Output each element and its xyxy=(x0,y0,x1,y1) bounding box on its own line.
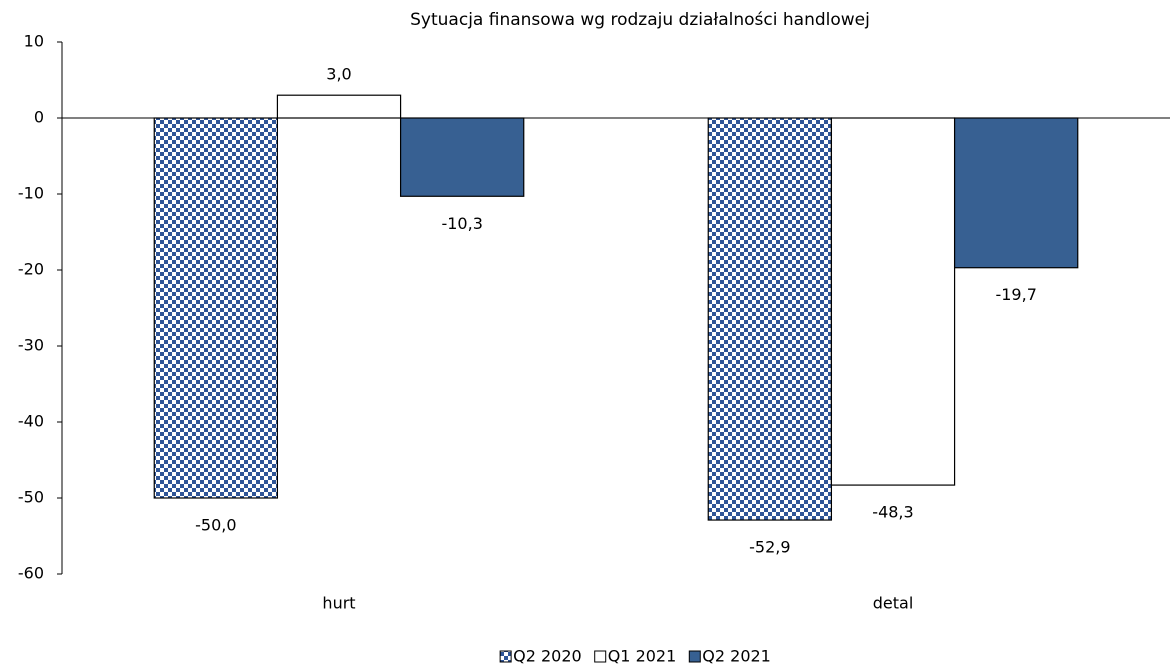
bar xyxy=(953,117,1079,269)
bar xyxy=(153,117,279,499)
y-tick-label: -20 xyxy=(18,260,44,279)
legend-label: Q1 2021 xyxy=(608,647,677,666)
legend-swatch xyxy=(594,650,607,663)
legend-label: Q2 2020 xyxy=(513,647,582,666)
value-label: -19,7 xyxy=(995,285,1036,304)
bar xyxy=(399,117,525,197)
y-tick-label: -60 xyxy=(18,564,44,583)
value-label: -48,3 xyxy=(872,503,913,522)
y-tick-label: -30 xyxy=(18,336,44,355)
bar xyxy=(707,117,833,521)
x-tick-label: detal xyxy=(873,594,914,613)
legend-swatch xyxy=(688,650,701,663)
y-tick-label: 0 xyxy=(34,108,44,127)
legend-label: Q2 2021 xyxy=(702,647,771,666)
value-label: -10,3 xyxy=(441,214,482,233)
bar xyxy=(276,94,402,119)
value-label: -50,0 xyxy=(195,516,236,535)
bar xyxy=(830,117,956,486)
y-tick-label: 10 xyxy=(24,32,44,51)
y-tick-label: -40 xyxy=(18,412,44,431)
y-tick-label: -10 xyxy=(18,184,44,203)
legend-swatch xyxy=(499,650,512,663)
x-tick-label: hurt xyxy=(322,594,355,613)
y-tick-label: -50 xyxy=(18,488,44,507)
chart-title: Sytuacja finansowa wg rodzaju działalnoś… xyxy=(410,10,870,30)
value-label: -52,9 xyxy=(749,538,790,557)
value-label: 3,0 xyxy=(326,65,351,84)
